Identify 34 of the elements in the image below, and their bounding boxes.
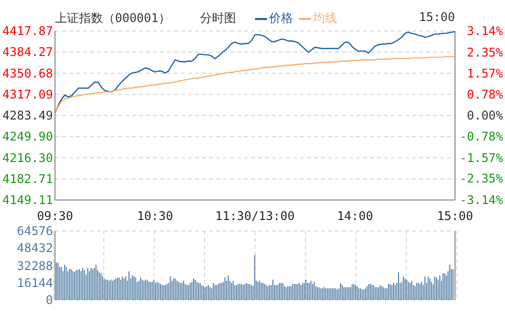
y2-tick-label: -3.14% bbox=[460, 193, 504, 207]
y-tick-label: 0 bbox=[46, 293, 53, 307]
chart-subtitle: 分时图 bbox=[200, 10, 236, 27]
y2-tick-label: 0.00% bbox=[466, 108, 504, 122]
y-tick-label: 48432 bbox=[16, 241, 53, 256]
text: 15:00 bbox=[418, 10, 455, 24]
y2-tick-label: 3.14% bbox=[466, 24, 504, 38]
y2-tick-label: 1.57% bbox=[466, 66, 504, 80]
x-tick-label: 15:00 bbox=[436, 209, 474, 223]
y2-tick-label: 2.35% bbox=[466, 45, 504, 60]
legend-label: 价格 bbox=[268, 10, 293, 27]
y-tick-label: 4350.68 bbox=[2, 66, 53, 80]
y2-tick-label: 0.78% bbox=[466, 88, 504, 102]
x-tick-label: 11:30/13:00 bbox=[215, 209, 295, 223]
y-tick-label: 4283.49 bbox=[2, 108, 53, 122]
y-tick-label: 64576 bbox=[16, 224, 53, 238]
y-tick-label: 16144 bbox=[16, 276, 53, 290]
line-series bbox=[55, 56, 455, 114]
y2-tick-label: -0.78% bbox=[460, 129, 504, 144]
y-tick-label: 4216.30 bbox=[2, 150, 53, 165]
y2-tick-label: -2.35% bbox=[460, 172, 504, 186]
y-tick-label: 4182.71 bbox=[2, 172, 53, 186]
y-tick-label: 4417.87 bbox=[2, 24, 53, 38]
y-tick-label: 4317.09 bbox=[2, 87, 53, 102]
y2-tick-label: -1.57% bbox=[460, 150, 504, 165]
y-tick-label: 4249.90 bbox=[2, 130, 53, 144]
x-tick-label: 09:30 bbox=[36, 209, 74, 223]
y-tick-label: 4149.11 bbox=[2, 193, 53, 207]
x-tick-label: 10:30 bbox=[136, 209, 174, 223]
y-tick-label: 32288 bbox=[16, 258, 53, 272]
y-tick-label: 4384.27 bbox=[2, 45, 53, 60]
legend-label: 均线 bbox=[312, 10, 337, 27]
x-tick-label: 14:00 bbox=[336, 209, 374, 223]
chart-title: 上证指数（000001） bbox=[55, 10, 170, 27]
